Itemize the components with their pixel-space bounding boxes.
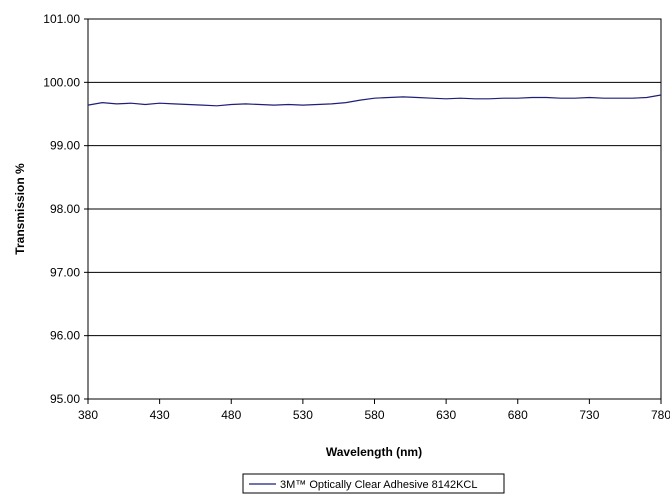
y-tick-label: 101.00 (43, 12, 80, 26)
y-axis-title: Transmission % (13, 163, 27, 255)
series-group (87, 94, 662, 107)
y-tick-label: 98.00 (50, 202, 80, 216)
x-tick-label: 430 (150, 408, 170, 422)
x-tick-label: 530 (293, 408, 313, 422)
y-tick-label: 100.00 (43, 75, 80, 89)
x-tick-label: 680 (508, 408, 528, 422)
y-tick-label: 97.00 (50, 265, 80, 279)
legend-label: 3M™ Optically Clear Adhesive 8142KCL (280, 479, 477, 491)
x-tick-label: 780 (651, 408, 670, 422)
y-axis: 95.00 96.00 97.00 98.00 99.00 100.00 101.00 (43, 12, 88, 406)
x-tick-label: 480 (221, 408, 241, 422)
y-tick-label: 95.00 (50, 392, 80, 406)
x-axis: 380 430 480 530 580 630 680 730 780 (78, 399, 670, 422)
legend: 3M™ Optically Clear Adhesive 8142KCL (242, 473, 505, 494)
x-tick-label: 380 (78, 408, 98, 422)
y-tick-label: 96.00 (50, 329, 80, 343)
series-line-0 (87, 94, 662, 107)
y-tick-label: 99.00 (50, 139, 80, 153)
x-tick-label: 730 (579, 408, 599, 422)
legend-box (242, 473, 505, 494)
x-tick-label: 580 (364, 408, 384, 422)
gridlines (88, 81, 661, 337)
x-axis-title: Wavelength (nm) (326, 445, 422, 459)
x-tick-label: 630 (436, 408, 456, 422)
